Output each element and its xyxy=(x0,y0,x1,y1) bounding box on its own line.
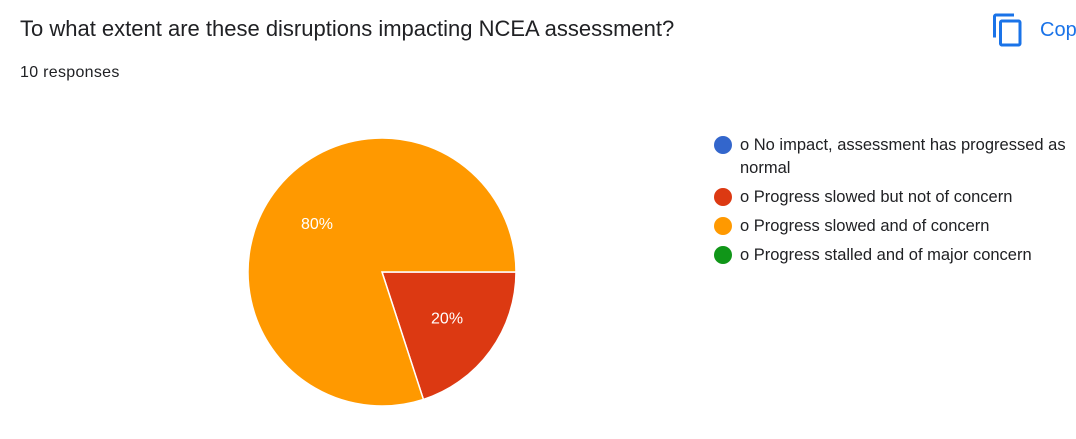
copy-label: Copy xyxy=(1040,18,1076,41)
legend-item[interactable]: o Progress slowed and of concern xyxy=(714,215,1074,238)
pie-slice[interactable] xyxy=(380,271,517,401)
legend-item[interactable]: o No impact, assessment has progressed a… xyxy=(714,134,1074,180)
copy-icon xyxy=(993,13,1022,47)
legend-swatch xyxy=(714,246,732,264)
legend-label: o Progress stalled and of major concern xyxy=(740,246,1032,264)
legend-label: o Progress slowed but not of concern xyxy=(740,188,1013,206)
pie-chart: 20% 80% xyxy=(247,137,517,407)
slice-label: 80% xyxy=(301,216,333,233)
chart-title: To what extent are these disruptions imp… xyxy=(20,16,675,41)
legend-label: o No impact, assessment has progressed a… xyxy=(740,136,1066,177)
copy-chart-button[interactable]: Copy xyxy=(990,12,1076,48)
slice-label: 20% xyxy=(431,310,463,327)
legend-swatch xyxy=(714,136,732,154)
response-count: 10 responses xyxy=(20,64,120,81)
legend-swatch xyxy=(714,188,732,206)
chart-legend: o No impact, assessment has progressed a… xyxy=(714,134,1074,273)
legend-item[interactable]: o Progress slowed but not of concern xyxy=(714,186,1074,209)
legend-label: o Progress slowed and of concern xyxy=(740,217,990,235)
legend-item[interactable]: o Progress stalled and of major concern xyxy=(714,244,1074,267)
legend-swatch xyxy=(714,217,732,235)
pie-slice[interactable] xyxy=(247,137,517,407)
